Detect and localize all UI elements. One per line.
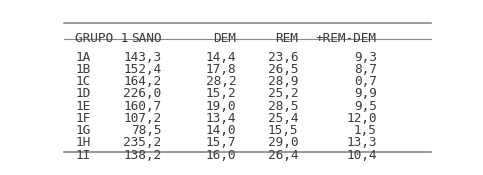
Text: 13,4: 13,4 <box>206 112 236 125</box>
Text: 23,6: 23,6 <box>268 51 298 64</box>
Text: 28,5: 28,5 <box>268 100 298 113</box>
Text: 1H: 1H <box>75 136 91 149</box>
Text: 17,8: 17,8 <box>206 63 236 76</box>
Text: 26,4: 26,4 <box>268 149 298 162</box>
Text: REM: REM <box>275 32 298 45</box>
Text: 9,9: 9,9 <box>354 88 377 100</box>
Text: 12,0: 12,0 <box>346 112 377 125</box>
Text: SANO: SANO <box>131 32 161 45</box>
Text: 152,4: 152,4 <box>123 63 161 76</box>
Text: 1B: 1B <box>75 63 91 76</box>
Text: 15,7: 15,7 <box>206 136 236 149</box>
Text: DEM: DEM <box>213 32 236 45</box>
Text: 28,9: 28,9 <box>268 75 298 88</box>
Text: 78,5: 78,5 <box>131 124 161 137</box>
Text: 16,0: 16,0 <box>206 149 236 162</box>
Text: 1A: 1A <box>75 51 91 64</box>
Text: +REM-DEM: +REM-DEM <box>316 32 377 45</box>
Text: GRUPO 1: GRUPO 1 <box>75 32 129 45</box>
Text: 1F: 1F <box>75 112 91 125</box>
Text: 14,0: 14,0 <box>206 124 236 137</box>
Text: 138,2: 138,2 <box>123 149 161 162</box>
Text: 28,2: 28,2 <box>206 75 236 88</box>
Text: 0,7: 0,7 <box>354 75 377 88</box>
Text: 1E: 1E <box>75 100 91 113</box>
Text: 10,4: 10,4 <box>346 149 377 162</box>
Text: 8,7: 8,7 <box>354 63 377 76</box>
Text: 9,5: 9,5 <box>354 100 377 113</box>
Text: 1C: 1C <box>75 75 91 88</box>
Text: 15,2: 15,2 <box>206 88 236 100</box>
Text: 9,3: 9,3 <box>354 51 377 64</box>
Text: 19,0: 19,0 <box>206 100 236 113</box>
Text: 25,4: 25,4 <box>268 112 298 125</box>
Text: 13,3: 13,3 <box>346 136 377 149</box>
Text: 14,4: 14,4 <box>206 51 236 64</box>
Text: 1,5: 1,5 <box>354 124 377 137</box>
Text: 160,7: 160,7 <box>123 100 161 113</box>
Text: 15,5: 15,5 <box>268 124 298 137</box>
Text: 226,0: 226,0 <box>123 88 161 100</box>
Text: 25,2: 25,2 <box>268 88 298 100</box>
Text: 1G: 1G <box>75 124 91 137</box>
Text: 143,3: 143,3 <box>123 51 161 64</box>
Text: 1D: 1D <box>75 88 91 100</box>
Text: 107,2: 107,2 <box>123 112 161 125</box>
Text: 29,0: 29,0 <box>268 136 298 149</box>
Text: 164,2: 164,2 <box>123 75 161 88</box>
Text: 26,5: 26,5 <box>268 63 298 76</box>
Text: 235,2: 235,2 <box>123 136 161 149</box>
Text: 1I: 1I <box>75 149 91 162</box>
